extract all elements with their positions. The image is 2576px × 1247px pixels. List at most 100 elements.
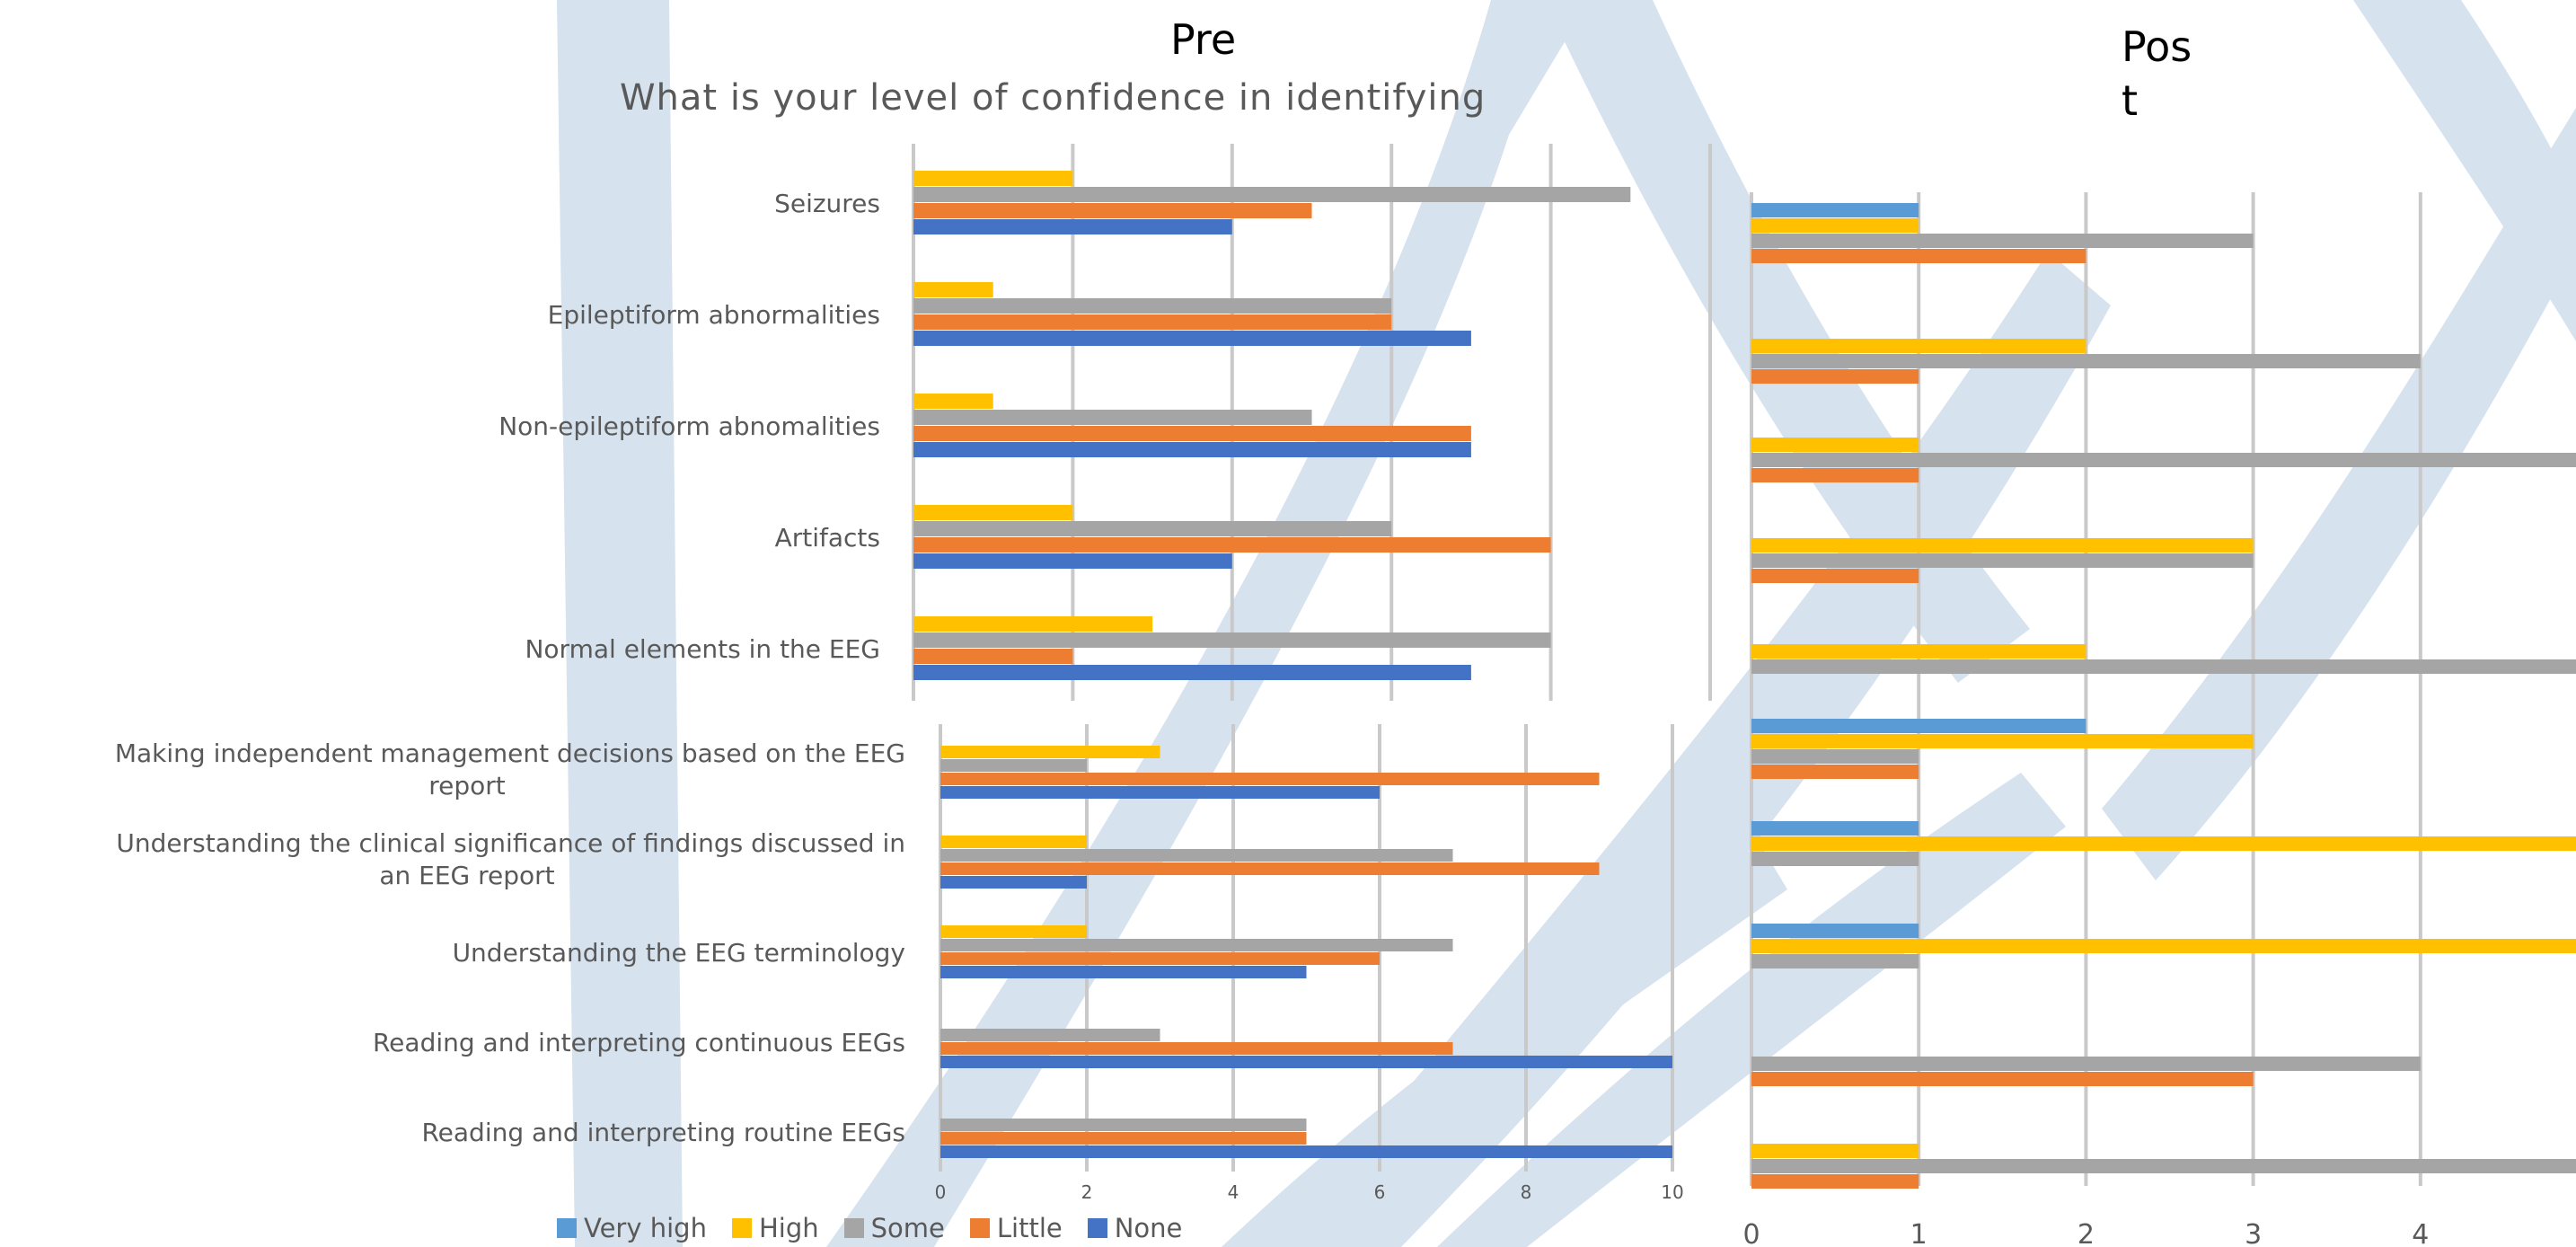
bar-high-understanding-the-clinical-sig	[1751, 836, 2576, 851]
legend-label: None	[1114, 1213, 1183, 1243]
chart-legend: Very high High Some Little None	[557, 1213, 1182, 1243]
legend-item-high: High	[731, 1213, 819, 1243]
category-label: Artifacts	[775, 523, 880, 553]
bar-high-normal-elements-in-the-eeg	[1751, 644, 2086, 659]
bar-little-artifacts	[1751, 569, 1919, 583]
bar-little-artifacts	[913, 537, 1551, 553]
category-label: Making independent management decisions …	[115, 738, 905, 768]
bar-very-high-understanding-the-eeg-terminol	[1751, 924, 1919, 938]
post-chart: 0 1 2 3 4	[1742, 192, 2576, 1247]
bar-some-understanding-the-clinical-sig	[940, 849, 1453, 862]
bar-little-epileptiform-abnormalities	[913, 314, 1392, 330]
category-label: an EEG report	[379, 861, 554, 890]
post-header-line2: t	[2122, 76, 2139, 125]
bar-little-reading-and-interpreting-conti	[1751, 1072, 2254, 1086]
bar-some-artifacts	[913, 521, 1392, 536]
x-tick-label: 0	[1742, 1219, 1760, 1247]
bar-little-normal-elements-in-the-eeg	[913, 649, 1073, 664]
category-label: Normal elements in the EEG	[525, 634, 880, 664]
bar-some-normal-elements-in-the-eeg	[913, 632, 1551, 648]
bar-some-making-independent-management-	[940, 759, 1087, 772]
x-tick-label: 4	[2412, 1219, 2429, 1247]
bar-some-non-epileptiform-abnomalities	[913, 410, 1312, 425]
legend-swatch	[843, 1218, 864, 1238]
bar-little-making-independent-management-	[940, 773, 1600, 785]
legend-label: Very high	[584, 1213, 707, 1243]
bar-high-non-epileptiform-abnomalities	[1751, 438, 1919, 452]
pre-top-chart: Seizures Epileptiform abnormalities Non-ep…	[498, 144, 1712, 701]
bar-some-epileptiform-abnormalities	[913, 298, 1392, 314]
bar-high-making-independent-management-	[1751, 734, 2254, 748]
x-tick-label: 2	[1081, 1181, 1093, 1203]
bar-high-making-independent-management-	[940, 746, 1160, 758]
x-tick-label: 8	[1521, 1181, 1532, 1203]
bar-none-epileptiform-abnormalities	[913, 331, 1471, 346]
bar-little-non-epileptiform-abnomalities	[913, 426, 1471, 441]
bar-none-normal-elements-in-the-eeg	[913, 665, 1471, 680]
bar-some-reading-and-interpreting-routi	[1751, 1159, 2576, 1173]
legend-label: Little	[996, 1213, 1063, 1243]
legend-item-some: Some	[843, 1213, 945, 1243]
category-label: Understanding the EEG terminology	[453, 938, 905, 968]
bar-some-reading-and-interpreting-conti	[1751, 1057, 2421, 1071]
x-tick-label: 2	[2078, 1219, 2095, 1247]
bar-some-seizures	[913, 187, 1631, 202]
bar-little-making-independent-management-	[1751, 765, 1919, 779]
legend-swatch	[969, 1218, 990, 1238]
bar-some-epileptiform-abnormalities	[1751, 354, 2421, 368]
bar-high-normal-elements-in-the-eeg	[913, 616, 1153, 632]
legend-item-little: Little	[969, 1213, 1063, 1243]
bar-high-reading-and-interpreting-routi	[1751, 1144, 1919, 1158]
bar-some-normal-elements-in-the-eeg	[1751, 659, 2576, 674]
x-tick-label: 10	[1661, 1181, 1683, 1203]
bar-none-making-independent-management-	[940, 786, 1380, 799]
bar-some-reading-and-interpreting-routi	[940, 1119, 1307, 1131]
bar-none-artifacts	[913, 553, 1232, 569]
bar-none-understanding-the-clinical-sig	[940, 876, 1087, 889]
bar-none-reading-and-interpreting-routi	[940, 1145, 1672, 1158]
legend-swatch	[1087, 1218, 1107, 1238]
bar-little-reading-and-interpreting-routi	[1751, 1174, 1919, 1189]
bar-little-reading-and-interpreting-routi	[940, 1132, 1307, 1145]
bar-high-seizures	[913, 171, 1073, 186]
category-label: Non-epileptiform abnomalities	[498, 411, 880, 441]
category-label: Epileptiform abnormalities	[548, 300, 880, 330]
bar-some-understanding-the-eeg-terminol	[940, 939, 1453, 951]
legend-swatch	[731, 1218, 752, 1238]
category-label: Seizures	[774, 189, 880, 218]
bar-high-epileptiform-abnormalities	[913, 282, 993, 297]
legend-item-very-high: Very high	[557, 1213, 707, 1243]
pre-header: Pre	[1170, 15, 1237, 64]
bar-none-reading-and-interpreting-conti	[940, 1056, 1672, 1068]
bar-high-epileptiform-abnormalities	[1751, 339, 2086, 353]
x-tick-label: 1	[1910, 1219, 1928, 1247]
bar-some-making-independent-management-	[1751, 749, 1919, 764]
chart-title: What is your level of confidence in iden…	[620, 77, 1486, 119]
x-tick-label: 3	[2245, 1219, 2262, 1247]
bar-little-epileptiform-abnormalities	[1751, 369, 1919, 384]
legend-label: High	[758, 1213, 819, 1243]
pre-bottom-chart: 0 2 4 6 8 10 Making independent management dec…	[115, 724, 1684, 1203]
bar-high-seizures	[1751, 218, 1919, 233]
bar-some-understanding-the-clinical-sig	[1751, 852, 1919, 866]
bar-little-reading-and-interpreting-conti	[940, 1042, 1453, 1055]
bar-some-artifacts	[1751, 553, 2254, 568]
bar-some-understanding-the-eeg-terminol	[1751, 954, 1919, 968]
bar-none-understanding-the-eeg-terminol	[940, 966, 1307, 978]
x-tick-label: 6	[1374, 1181, 1386, 1203]
bar-very-high-making-independent-management-	[1751, 719, 2086, 733]
x-tick-label: 4	[1228, 1181, 1239, 1203]
bar-high-understanding-the-clinical-sig	[940, 836, 1087, 848]
legend-item-none: None	[1087, 1213, 1183, 1243]
category-label: Reading and interpreting continuous EEGs	[373, 1028, 905, 1057]
bar-high-understanding-the-eeg-terminol	[940, 925, 1087, 938]
bar-some-reading-and-interpreting-conti	[940, 1029, 1160, 1041]
bar-very-high-understanding-the-clinical-sig	[1751, 821, 1919, 836]
bar-very-high-seizures	[1751, 203, 1919, 217]
bar-little-seizures	[913, 203, 1312, 218]
bar-high-artifacts	[1751, 538, 2254, 553]
legend-label: Some	[870, 1213, 945, 1243]
category-label: Reading and interpreting routine EEGs	[421, 1118, 905, 1147]
bar-high-non-epileptiform-abnomalities	[913, 394, 993, 409]
